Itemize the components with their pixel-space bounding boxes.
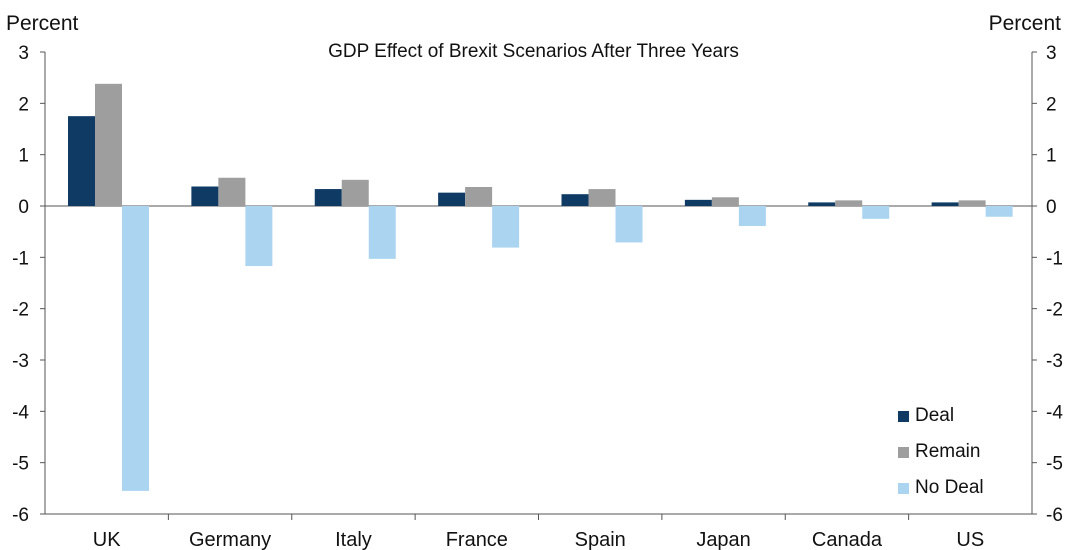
category-label-canada: Canada <box>812 529 883 550</box>
right-tick-label: 2 <box>1046 94 1057 115</box>
bar-deal-uk <box>68 116 95 206</box>
chart-title: GDP Effect of Brexit Scenarios After Thr… <box>328 41 739 62</box>
legend-item-no-deal: No Deal <box>898 470 984 506</box>
legend-label-remain: Remain <box>915 441 981 462</box>
right-tick-label: -3 <box>1046 351 1063 372</box>
right-tick-label: -4 <box>1046 402 1063 423</box>
bar-no-deal-canada <box>862 206 890 219</box>
right-tick-label: 0 <box>1046 197 1057 218</box>
legend-swatch-remain <box>898 446 909 458</box>
left-tick-label: 1 <box>18 146 29 167</box>
bar-deal-italy <box>314 189 342 206</box>
bar-remain-us <box>958 200 986 206</box>
left-tick-label: -1 <box>12 248 29 269</box>
legend: Deal Remain No Deal <box>898 398 984 506</box>
category-label-france: France <box>446 529 508 550</box>
right-axis-unit-label: Percent <box>988 12 1061 35</box>
left-tick-label: 0 <box>18 197 29 218</box>
right-tick-label: 1 <box>1046 146 1057 167</box>
category-label-japan: Japan <box>696 529 751 550</box>
bar-remain-germany <box>218 177 246 206</box>
bar-remain-italy <box>341 179 369 206</box>
left-tick-label: -5 <box>12 454 29 475</box>
right-tick-label: -5 <box>1046 454 1063 475</box>
left-tick-label: -3 <box>12 351 29 372</box>
category-label-germany: Germany <box>189 529 271 550</box>
bar-deal-canada <box>808 202 836 206</box>
legend-item-remain: Remain <box>898 434 984 470</box>
category-label-italy: Italy <box>335 529 372 550</box>
bar-remain-uk <box>95 83 122 206</box>
category-label-spain: Spain <box>575 529 626 550</box>
bar-remain-japan <box>711 197 739 206</box>
category-label-uk: UK <box>93 529 121 550</box>
bar-no-deal-germany <box>245 206 273 267</box>
category-label-us: US <box>956 529 984 550</box>
bar-no-deal-spain <box>615 206 643 243</box>
bar-no-deal-us <box>985 206 1013 217</box>
bar-remain-canada <box>835 200 863 206</box>
left-tick-label: 2 <box>18 94 29 115</box>
legend-label-deal: Deal <box>915 405 955 426</box>
bar-no-deal-italy <box>368 206 396 259</box>
right-tick-label: 3 <box>1046 43 1057 64</box>
bar-no-deal-uk <box>122 206 149 491</box>
left-axis-unit-label: Percent <box>6 12 79 35</box>
legend-item-deal: Deal <box>898 398 984 434</box>
left-tick-label: -6 <box>12 505 29 526</box>
left-tick-label: 3 <box>18 43 29 64</box>
left-tick-label: -4 <box>12 402 29 423</box>
bar-deal-germany <box>191 186 219 206</box>
bar-deal-spain <box>561 194 589 206</box>
bar-deal-us <box>931 202 959 206</box>
bar-no-deal-france <box>492 206 520 248</box>
left-tick-label: -2 <box>12 300 29 321</box>
bar-remain-france <box>465 187 493 206</box>
bar-deal-france <box>438 192 466 206</box>
legend-label-no-deal: No Deal <box>915 477 984 498</box>
legend-swatch-deal <box>898 410 909 422</box>
legend-swatch-no-deal <box>898 482 909 494</box>
right-tick-label: -1 <box>1046 248 1063 269</box>
bar-no-deal-japan <box>738 206 766 227</box>
right-tick-label: -6 <box>1046 505 1063 526</box>
bar-remain-spain <box>588 189 616 206</box>
right-tick-label: -2 <box>1046 300 1063 321</box>
bar-deal-japan <box>684 199 712 206</box>
